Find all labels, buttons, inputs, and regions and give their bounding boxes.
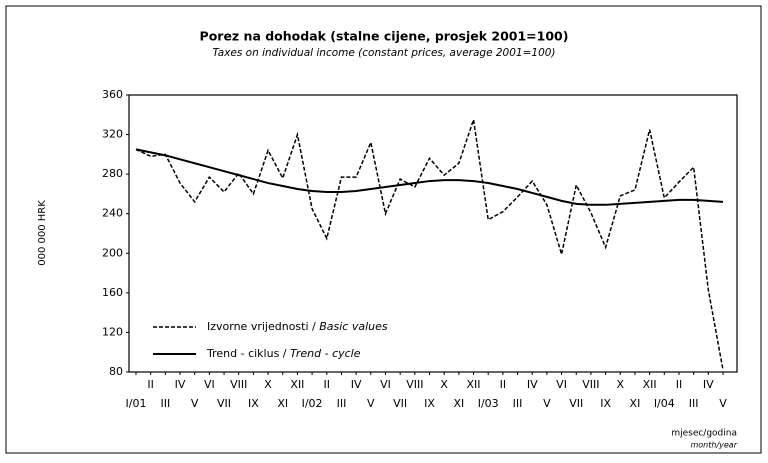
- x-tick-label: II: [676, 378, 683, 391]
- x-tick-label: V: [543, 397, 551, 410]
- plot-frame: [128, 94, 738, 373]
- series-line: [135, 119, 724, 371]
- frame: [5, 5, 762, 454]
- x-tick-label: VI: [380, 378, 391, 391]
- x-tick-label: IV: [351, 378, 362, 391]
- x-axis-label-en: month/year: [690, 441, 737, 450]
- x-tick-label: II: [500, 378, 507, 391]
- x-tick-label: III: [513, 397, 523, 410]
- x-tick-label: XI: [630, 397, 641, 410]
- x-tick-label: III: [160, 397, 170, 410]
- y-tick-label: 200: [102, 246, 123, 259]
- x-tick-label: I/04: [654, 397, 675, 410]
- x-tick-label: I/02: [302, 397, 323, 410]
- chart-subtitle: Taxes on individual income (constant pri…: [212, 47, 555, 59]
- legend-name-en: Trend - cycle: [290, 347, 361, 360]
- x-tick-label: IV: [527, 378, 538, 391]
- x-tick-label: IV: [175, 378, 186, 391]
- x-tick-label: IX: [424, 397, 435, 410]
- x-tick-label: II: [147, 378, 154, 391]
- series-line: [135, 148, 724, 206]
- y-tick-label: 80: [109, 365, 123, 378]
- x-tick-label: IV: [703, 378, 714, 391]
- legend-name-en: Basic values: [319, 320, 388, 333]
- x-tick-label: IX: [600, 397, 611, 410]
- legend-label: Izvorne vrijednosti / Basic values: [207, 320, 388, 333]
- x-tick-label: III: [337, 397, 347, 410]
- legend-name: Trend - ciklus /: [206, 347, 290, 360]
- x-tick-label: V: [367, 397, 375, 410]
- x-tick-label: XII: [290, 378, 304, 391]
- y-tick-label: 120: [102, 325, 123, 338]
- x-axis-label: mjesec/godina: [671, 429, 737, 439]
- legend-name: Izvorne vrijednosti /: [207, 320, 319, 333]
- x-tick-label: II: [324, 378, 331, 391]
- x-tick-label: XII: [467, 378, 481, 391]
- x-tick-label: VII: [393, 397, 407, 410]
- x-tick-label: IX: [248, 397, 259, 410]
- chart-title: Porez na dohodak (stalne cijene, prosjek…: [200, 29, 569, 44]
- x-tick-label: V: [191, 397, 199, 410]
- x-tick-label: I/03: [478, 397, 499, 410]
- x-tick-label: XI: [277, 397, 288, 410]
- x-tick-label: X: [264, 378, 272, 391]
- x-tick-label: VIII: [230, 378, 247, 391]
- x-tick-label: VIII: [582, 378, 599, 391]
- y-tick-label: 320: [102, 128, 123, 141]
- y-tick-label: 160: [102, 286, 123, 299]
- x-tick-label: X: [617, 378, 625, 391]
- y-tick-label: 360: [102, 88, 123, 101]
- x-tick-label: XI: [453, 397, 464, 410]
- x-tick-label: III: [689, 397, 699, 410]
- y-tick-label: 240: [102, 207, 123, 220]
- x-tick-label: VI: [556, 378, 567, 391]
- legend-label: Trend - ciklus / Trend - cycle: [206, 347, 361, 360]
- y-axis-label: 000 000 HRK: [37, 200, 48, 266]
- x-tick-label: VII: [569, 397, 583, 410]
- x-tick-label: I/01: [126, 397, 147, 410]
- x-tick-label: VII: [217, 397, 231, 410]
- x-tick-label: VI: [204, 378, 215, 391]
- x-tick-label: X: [440, 378, 448, 391]
- x-tick-label: V: [719, 397, 727, 410]
- x-tick-label: XII: [643, 378, 657, 391]
- x-tick-label: VIII: [406, 378, 423, 391]
- y-tick-label: 280: [102, 167, 123, 180]
